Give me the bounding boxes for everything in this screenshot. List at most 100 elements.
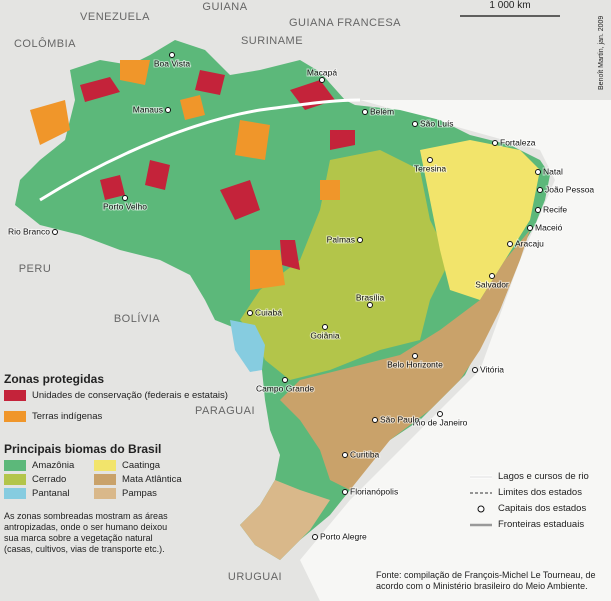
capital-marker (165, 107, 171, 113)
city-label: Porto Velho (103, 201, 147, 211)
capital-marker (122, 195, 128, 201)
capital-marker (537, 187, 543, 193)
capital-marker (535, 207, 541, 213)
city-label: Palmas (327, 234, 355, 244)
city-label: Maceió (535, 222, 563, 232)
city-label: Goiânia (310, 330, 340, 340)
biome-cerrado (240, 150, 450, 380)
symbol (470, 523, 492, 526)
conservation-units (80, 70, 355, 270)
biome-caatinga (420, 140, 540, 300)
swatch (94, 488, 116, 499)
legend: Zonas protegidas Unidades de conservação… (4, 372, 229, 555)
legend-item: Mata Atlântica (94, 474, 194, 485)
legend-label: Caatinga (122, 459, 161, 471)
capital-marker (412, 121, 418, 127)
source: Fonte: compilação de François-Michel Le … (376, 570, 596, 591)
legend-item: Lagos e cursos de rio (470, 471, 610, 482)
city-label: Curitiba (350, 449, 380, 459)
city-label: Recife (543, 204, 567, 214)
legend-title: Principais biomas do Brasil (4, 442, 162, 456)
capital-marker (357, 237, 363, 243)
legend-label: Limites dos estados (498, 487, 582, 498)
capital-marker (492, 140, 498, 146)
city-label: Manaus (133, 104, 163, 114)
capital-marker (247, 310, 253, 316)
biome-legend: Amazônia Caatinga Cerrado Mata Atlântica… (4, 460, 229, 499)
city-label: Teresina (414, 163, 446, 173)
legend-item: Terras indígenas (4, 411, 229, 422)
capital-marker (319, 77, 325, 83)
swatch (4, 411, 26, 422)
country-label: GUIANA FRANCESA (289, 17, 401, 29)
capital-marker (312, 534, 318, 540)
biome-pampas (240, 480, 330, 560)
legend-item: Cerrado (4, 474, 94, 485)
legend-item: Pampas (94, 488, 194, 499)
legend-label: Amazônia (32, 459, 75, 471)
legend-label: Unidades de conservação (federais e esta… (32, 389, 228, 401)
country-label: COLÔMBIA (14, 37, 76, 50)
swatch (94, 460, 116, 471)
city-label: Belém (370, 106, 394, 116)
city-label: São Luís (420, 118, 454, 128)
ocean (300, 100, 611, 601)
symbol (477, 505, 485, 512)
legend-title: Zonas protegidas (4, 372, 105, 386)
capital-marker (507, 241, 513, 247)
legend-item: Caatinga (94, 460, 194, 471)
city-label: Vitória (480, 364, 504, 374)
capital-marker (169, 52, 175, 58)
capital-marker (489, 273, 495, 279)
city-label: Aracaju (515, 238, 544, 248)
line-legend: Lagos e cursos de rio Limites dos estado… (470, 466, 610, 535)
biome-mata-atlantica (280, 230, 530, 490)
capital-marker (362, 109, 368, 115)
city-label: Natal (543, 166, 563, 176)
legend-item: Fronteiras estaduais (470, 519, 610, 530)
country-label: PERU (19, 263, 52, 275)
indigenous-lands (30, 60, 340, 290)
legend-item: Unidades de conservação (federais e esta… (4, 390, 229, 401)
legend-label: Capitais dos estados (498, 503, 587, 514)
country-label: SURINAME (241, 35, 303, 47)
city-label: São Paulo (380, 414, 419, 424)
swatch (4, 460, 26, 471)
country-label: BOLÍVIA (114, 312, 160, 325)
legend-item: Limites dos estados (470, 487, 610, 498)
capital-marker (342, 489, 348, 495)
country-label: VENEZUELA (80, 11, 150, 23)
legend-item: Pantanal (4, 488, 94, 499)
symbol (470, 492, 492, 493)
city-label: João Pessoa (545, 184, 594, 194)
country-label: GUIANA (202, 1, 247, 13)
legend-item: Capitais dos estados (470, 503, 610, 514)
legend-label: Pantanal (32, 487, 70, 499)
city-label: Belo Horizonte (387, 359, 443, 369)
legend-label: Mata Atlântica (122, 473, 182, 485)
city-label: Campo Grande (256, 383, 314, 393)
city-label: Boa Vista (154, 58, 191, 68)
capital-marker (372, 417, 378, 423)
legend-item: Amazônia (4, 460, 94, 471)
city-label: Macapá (307, 67, 338, 77)
legend-note: As zonas sombreadas mostram as áreas ant… (4, 511, 168, 554)
credit: Benoît Martin, jan. 2009 (598, 16, 605, 90)
symbol (470, 475, 492, 478)
capital-marker (52, 229, 58, 235)
city-label: Rio Branco (8, 226, 50, 236)
legend-label: Fronteiras estaduais (498, 519, 585, 530)
biome-pantanal (230, 320, 265, 372)
amazon-river (39, 98, 361, 202)
city-label: Florianópolis (350, 486, 398, 496)
swatch (4, 474, 26, 485)
capital-marker (427, 157, 433, 163)
city-label: Cuiabá (255, 307, 282, 317)
city-label: Fortaleza (500, 137, 536, 147)
capital-marker (342, 452, 348, 458)
capital-marker (472, 367, 478, 373)
capital-marker (322, 324, 328, 330)
country-label: URUGUAI (228, 571, 282, 583)
